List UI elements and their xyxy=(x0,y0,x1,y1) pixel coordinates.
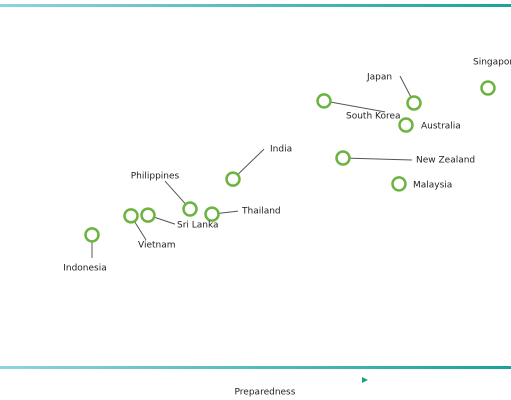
point-label: Malaysia xyxy=(413,180,452,190)
top-rule xyxy=(0,4,511,7)
point xyxy=(204,206,220,222)
point-label: Indonesia xyxy=(63,263,107,273)
leader-line xyxy=(342,157,413,161)
point xyxy=(316,93,332,109)
point-label: India xyxy=(270,145,292,155)
point xyxy=(182,201,198,217)
point xyxy=(225,171,241,187)
point-label: Australia xyxy=(421,122,461,132)
point xyxy=(391,176,407,192)
point xyxy=(123,208,139,224)
point-label: New Zealand xyxy=(416,156,475,166)
x-arrow-head xyxy=(362,377,368,383)
point xyxy=(406,95,422,111)
point-label: South Korea xyxy=(346,111,401,121)
point-label: Vietnam xyxy=(138,240,176,250)
bottom-rule xyxy=(0,366,511,369)
point xyxy=(398,117,414,133)
point xyxy=(335,150,351,166)
point-label: Philippines xyxy=(131,172,180,182)
point-label: Thailand xyxy=(241,207,281,217)
point xyxy=(140,207,156,223)
point xyxy=(84,227,100,243)
point-label: Japan xyxy=(366,72,392,82)
point xyxy=(480,80,496,96)
point-label: Sri Lanka xyxy=(177,221,219,231)
x-axis-label: Preparedness xyxy=(235,388,296,398)
point-label: Singapore xyxy=(473,58,511,68)
leader-line xyxy=(323,100,386,113)
